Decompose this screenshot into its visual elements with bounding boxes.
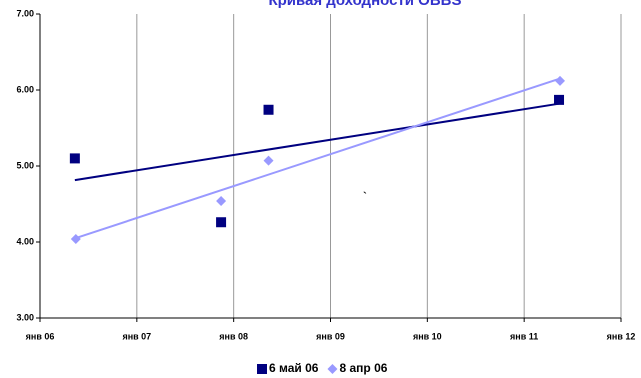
legend-marker [327, 364, 338, 374]
y-tick-label: 5.00 [16, 160, 34, 170]
point [554, 94, 565, 105]
point [216, 195, 227, 206]
trendline [75, 77, 561, 240]
x-tick-label: янв 09 [316, 331, 345, 341]
annotation: ` [363, 191, 367, 203]
point [216, 217, 227, 228]
point [554, 75, 565, 86]
x-tick-label: янв 06 [26, 331, 55, 341]
x-tick-label: янв 07 [122, 331, 151, 341]
x-tick-label: янв 11 [510, 331, 538, 341]
y-tick-label: 7.00 [16, 8, 34, 18]
point [263, 155, 274, 166]
y-tick-label: 4.00 [16, 236, 34, 246]
x-tick-label: янв 10 [413, 331, 442, 341]
y-tick-label: 3.00 [16, 312, 34, 322]
legend-label: 8 апр 06 [339, 361, 387, 375]
x-tick-label: янв 08 [219, 331, 248, 341]
point [69, 153, 80, 164]
trendline [74, 102, 560, 182]
legend-marker [257, 364, 267, 374]
legend-label: 6 май 06 [269, 361, 319, 375]
point [263, 104, 274, 115]
y-tick-label: 6.00 [16, 84, 34, 94]
point [70, 233, 81, 244]
chart-title: Кривая доходности OBBS [268, 0, 461, 9]
x-tick-label: янв 12 [607, 331, 636, 341]
